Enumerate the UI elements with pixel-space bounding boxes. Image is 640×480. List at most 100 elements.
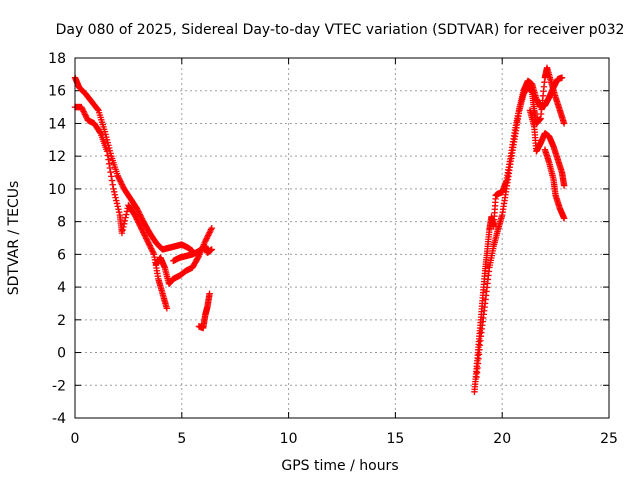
plot-frame — [74, 57, 610, 419]
gridlines — [75, 58, 609, 418]
data-point — [137, 212, 144, 220]
data-point — [134, 217, 141, 225]
data-point — [119, 226, 126, 234]
data-point — [194, 254, 202, 261]
data-point — [138, 215, 146, 222]
data-point — [133, 216, 141, 223]
data-point — [141, 232, 148, 239]
data-point — [204, 232, 212, 239]
data-point — [131, 211, 139, 219]
y-axis-label: SDTVAR / TECUs — [6, 181, 22, 296]
data-point — [136, 222, 143, 229]
data-point — [135, 220, 143, 228]
data-point — [148, 246, 156, 254]
data-point — [110, 188, 118, 196]
chart-title: Day 080 of 2025, Sidereal Day-to-day VTE… — [56, 22, 625, 38]
data-point — [207, 227, 214, 235]
data-point — [145, 239, 152, 246]
data-point — [147, 245, 155, 252]
data-series — [170, 242, 215, 265]
data-point — [560, 120, 568, 127]
data-point — [118, 229, 126, 237]
y-tick-label: -2 — [52, 378, 66, 394]
data-point — [150, 249, 157, 257]
data-point — [105, 160, 113, 168]
data-point — [116, 176, 124, 184]
data-point — [138, 214, 145, 221]
data-point — [135, 208, 142, 215]
data-point — [111, 191, 119, 198]
y-tick-label: -4 — [52, 411, 66, 427]
data-point — [202, 236, 210, 244]
tick-labels: 0 5 10 15 20 25 -4 -2 0 2 4 6 8 10 12 14 16 18 — [48, 51, 618, 447]
data-point — [204, 233, 211, 241]
y-tick-label: 4 — [57, 280, 66, 296]
data-point — [114, 203, 121, 210]
data-point — [107, 168, 114, 176]
data-series — [195, 290, 213, 332]
data-point — [109, 181, 116, 188]
x-tick-label: 10 — [280, 431, 298, 447]
x-tick-label: 15 — [386, 431, 404, 447]
data-series — [152, 224, 215, 288]
data-point — [147, 243, 154, 251]
data-point — [145, 240, 153, 248]
y-tick-label: 6 — [57, 247, 66, 263]
data-point — [113, 200, 121, 207]
data-point — [115, 175, 123, 182]
data-series — [541, 146, 568, 222]
data-point — [82, 112, 89, 120]
data-point — [108, 177, 116, 184]
data-point — [208, 246, 215, 253]
data-point — [135, 209, 143, 217]
data-series — [71, 74, 196, 255]
data-point — [560, 215, 568, 222]
data-point — [139, 227, 146, 235]
x-tick-label: 5 — [177, 431, 186, 447]
data-point — [115, 206, 122, 213]
data-point — [203, 235, 210, 242]
data-points — [71, 64, 568, 396]
data-point — [137, 223, 144, 230]
data-point — [113, 197, 120, 204]
data-point — [106, 164, 114, 172]
data-point — [112, 194, 119, 201]
y-tick-label: 16 — [48, 84, 66, 100]
data-series — [473, 64, 568, 381]
data-point — [138, 226, 146, 233]
data-point — [104, 152, 111, 159]
data-point — [132, 213, 139, 220]
data-point — [78, 105, 86, 112]
data-point — [207, 226, 215, 233]
data-point — [149, 248, 156, 255]
y-tick-label: 12 — [48, 149, 66, 165]
y-tick-label: 2 — [57, 313, 66, 329]
data-point — [205, 230, 213, 238]
y-tick-label: 8 — [57, 215, 66, 231]
data-point — [133, 205, 141, 212]
data-point — [119, 182, 126, 190]
x-tick-label: 0 — [71, 431, 80, 447]
data-point — [146, 242, 153, 249]
data-point — [114, 172, 121, 180]
data-series — [71, 103, 171, 312]
data-point — [133, 214, 140, 222]
data-point — [134, 206, 141, 214]
data-point — [94, 106, 101, 113]
data-point — [123, 211, 130, 218]
y-tick-label: 18 — [48, 51, 66, 67]
data-point — [120, 220, 128, 228]
data-point — [108, 173, 115, 180]
data-point — [208, 224, 215, 232]
data-point — [140, 230, 148, 238]
y-tick-label: 10 — [48, 182, 66, 198]
y-tick-label: 14 — [48, 116, 66, 132]
data-point — [136, 211, 143, 218]
data-point — [115, 208, 123, 216]
data-point — [103, 148, 111, 155]
data-point — [143, 236, 151, 244]
data-point — [121, 217, 129, 224]
data-point — [122, 214, 129, 221]
